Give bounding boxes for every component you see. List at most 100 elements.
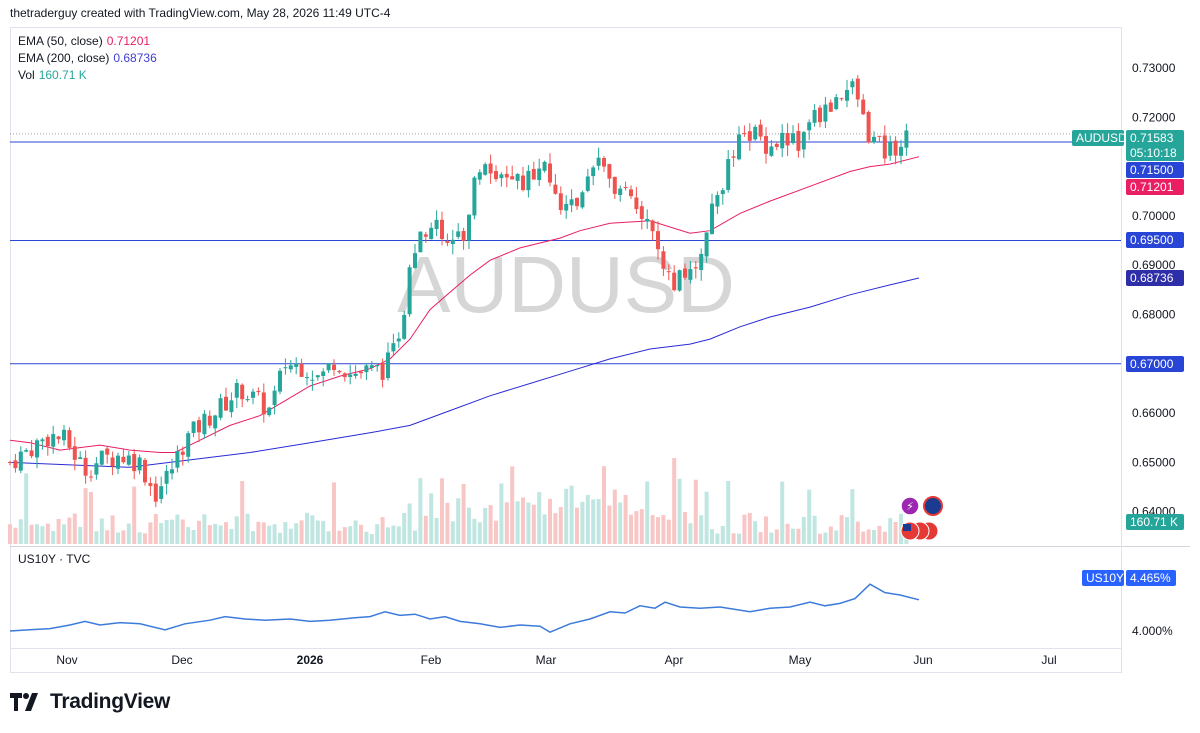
volume-bar: [845, 517, 849, 544]
candle-body: [494, 171, 498, 180]
candle-body: [861, 99, 866, 115]
candle-body: [666, 271, 671, 273]
volume-bar: [645, 481, 650, 544]
volume-bar: [272, 524, 277, 544]
candle-body: [272, 390, 277, 406]
legend-volume[interactable]: Vol 160.71 K: [18, 68, 87, 82]
candle-body: [256, 390, 261, 392]
volume-bar: [591, 499, 596, 544]
candle-body: [769, 146, 774, 156]
volume-bar: [197, 520, 201, 544]
volume-bar: [888, 518, 893, 544]
volume-bar: [105, 530, 110, 544]
subpane-label: US10Y · TVC: [18, 552, 91, 566]
candle-body: [153, 483, 158, 502]
volume-bar: [542, 514, 547, 544]
ema50-line: [9, 156, 920, 453]
lightning-icon[interactable]: [900, 496, 920, 516]
candle-body: [483, 164, 488, 175]
candle-body: [137, 457, 142, 471]
candle-body: [321, 371, 326, 376]
volume-bar: [326, 531, 331, 544]
candle-body: [548, 163, 552, 183]
volume-bar: [62, 524, 66, 544]
volume-bar: [186, 527, 191, 544]
au-flag-icon[interactable]: [923, 496, 943, 516]
candle-body: [224, 396, 228, 411]
us10y-tick-label: 4.000%: [1132, 624, 1173, 638]
volume-bar: [472, 518, 477, 544]
volume-bar: [834, 530, 839, 544]
volume-bar: [8, 524, 12, 544]
volume-bar: [423, 515, 428, 544]
time-axis: Nov Dec 2026 Feb Mar Apr May Jun Jul: [56, 653, 1056, 667]
footer-logo[interactable]: TradingView: [10, 690, 170, 714]
volume-bar: [148, 522, 153, 544]
volume-bar: [866, 529, 871, 544]
volume-bar: [580, 501, 585, 544]
candle-body: [132, 453, 137, 472]
candle-body: [828, 102, 833, 112]
legend-volume-label: Vol: [18, 68, 35, 82]
volume-bar: [240, 481, 245, 544]
footer-brand: TradingView: [50, 690, 171, 713]
candle-body: [834, 97, 839, 110]
candle-body: [83, 457, 88, 476]
candle-body: [99, 450, 104, 465]
volume-bar: [224, 522, 228, 544]
candle-body: [310, 379, 315, 381]
candle-body: [353, 373, 358, 376]
volume-bar: [305, 512, 309, 544]
candle-body: [893, 140, 898, 156]
event-icons[interactable]: ⚡: [900, 496, 943, 541]
volume-bar: [618, 502, 623, 544]
candle-body: [110, 457, 115, 467]
candle-body: [402, 314, 407, 339]
candle-body: [764, 136, 768, 154]
volume-bar: [510, 466, 515, 544]
price-tick-label: 0.66000: [1132, 406, 1176, 420]
candle-body: [364, 365, 369, 373]
volume-bar: [396, 526, 401, 544]
us10y-symbol-tag: US10Y: [1086, 571, 1124, 585]
volume-bar: [677, 478, 682, 544]
legend-ema50[interactable]: EMA (50, close) 0.71201: [18, 34, 150, 48]
volume-bar: [807, 489, 812, 544]
candle-body: [888, 142, 893, 156]
candle-body: [742, 132, 747, 134]
candle-body: [13, 460, 18, 469]
us10y-value-tag-bg: [1126, 570, 1176, 586]
volume-bar: [94, 531, 99, 544]
volume-bar: [477, 522, 482, 544]
time-tick-label: Jun: [913, 653, 932, 667]
candle-body: [845, 90, 849, 101]
volume-bar: [882, 531, 887, 544]
symbol-tag-bg: [1072, 130, 1124, 146]
volume-bar: [137, 532, 142, 544]
candle-body: [369, 365, 374, 368]
candle-body: [818, 107, 822, 123]
candle-body: [591, 167, 596, 177]
chart-header: thetraderguy created with TradingView.co…: [10, 6, 391, 20]
candle-body: [396, 338, 401, 342]
volume-bar: [872, 530, 876, 544]
ema50-tag-bg: [1126, 179, 1184, 195]
candle-body: [229, 400, 234, 413]
legend-ema200[interactable]: EMA (200, close) 0.68736: [18, 51, 157, 65]
candle-body: [445, 240, 450, 243]
candle-body: [791, 133, 795, 144]
volume-tag-bg: [1126, 514, 1184, 530]
volume-bar: [375, 524, 380, 544]
candle-body: [726, 159, 731, 190]
volume-bar: [321, 520, 326, 544]
candle-body: [677, 270, 682, 291]
price-tick-label: 0.70000: [1132, 209, 1176, 223]
candle-body: [294, 363, 299, 368]
candle-body: [305, 377, 309, 379]
volume-bar: [191, 529, 196, 544]
candle-body: [202, 413, 207, 435]
volume-bar: [612, 489, 617, 544]
volume-bar: [342, 527, 347, 544]
volume-bar: [499, 483, 504, 544]
candle-body: [882, 135, 887, 159]
